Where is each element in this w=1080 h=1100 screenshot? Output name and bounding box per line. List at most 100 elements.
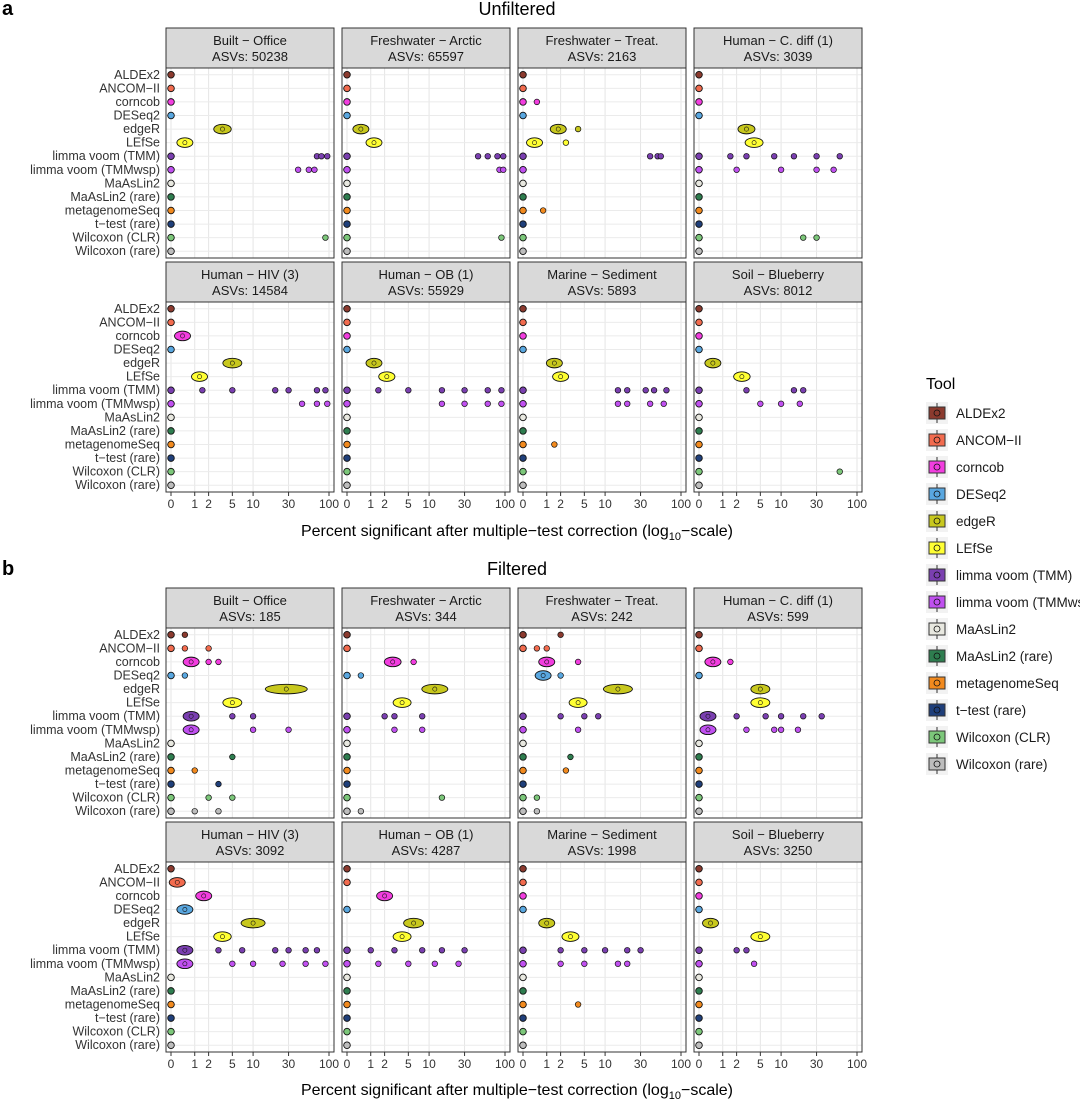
facet-subtitle: ASVs: 599 (747, 609, 808, 624)
data-point (313, 400, 321, 407)
facet-title: Soil − Blueberry (732, 267, 825, 282)
x-tick-label: 30 (458, 1057, 472, 1071)
data-point (519, 865, 527, 873)
legend-label: DESeq2 (956, 487, 1006, 502)
data-point (343, 987, 351, 995)
median-point (705, 727, 711, 733)
facet-strip (165, 821, 335, 863)
legend-label: MaAsLin2 (956, 622, 1016, 637)
y-tick-label: t−test (rare) (95, 1011, 160, 1025)
y-tick-label: MaAsLin2 (104, 410, 160, 424)
data-point (695, 1014, 703, 1022)
data-point (494, 153, 501, 160)
data-point (419, 713, 426, 720)
data-point (581, 947, 588, 954)
x-tick-label: 5 (581, 497, 588, 511)
legend-key-point (933, 544, 941, 552)
data-point (757, 400, 764, 407)
legend-item-maaslin2-rare: MaAsLin2 (rare) (926, 645, 1053, 667)
data-point (650, 387, 658, 394)
data-point (461, 947, 468, 954)
data-point (167, 111, 175, 120)
data-point (519, 905, 527, 914)
data-point (519, 193, 527, 201)
data-point (391, 726, 398, 733)
plot-background (342, 68, 510, 258)
plot-background (342, 862, 510, 1052)
median-point (757, 700, 763, 706)
data-point (533, 645, 541, 652)
y-tick-label: ANCOM−II (99, 315, 160, 329)
data-point (167, 193, 175, 201)
data-point (357, 672, 365, 679)
legend-item-deseq2: DESeq2 (926, 483, 1006, 505)
data-point (743, 387, 750, 394)
data-point (646, 400, 654, 407)
y-tick-label: MaAsLin2 (104, 176, 160, 190)
data-point (167, 305, 175, 313)
y-tick-label: Wilcoxon (CLR) (72, 231, 160, 245)
data-point (279, 960, 286, 967)
median-point (182, 140, 188, 146)
data-point (167, 98, 175, 106)
data-point (405, 387, 412, 394)
legend-label: edgeR (956, 514, 996, 529)
data-point (695, 152, 703, 160)
data-point (695, 481, 703, 489)
data-point (519, 386, 527, 394)
data-point (272, 387, 279, 394)
data-point (322, 960, 329, 967)
y-tick-label: metagenomeSeq (65, 438, 160, 452)
facet-freshwater-treat: Freshwater − Treat.ASVs: 242 (517, 587, 687, 819)
plot-background (694, 862, 862, 1052)
data-point (695, 793, 703, 802)
data-point (167, 233, 175, 242)
facet-strip (341, 587, 511, 629)
median-point (382, 893, 388, 899)
plot-border (693, 67, 863, 259)
data-point (557, 947, 564, 954)
median-point (182, 961, 188, 967)
data-point (343, 206, 351, 215)
data-point (800, 234, 807, 241)
data-point (167, 644, 175, 653)
data-point (624, 960, 631, 967)
data-point (519, 220, 527, 228)
x-tick-label: 30 (282, 497, 296, 511)
data-point (343, 345, 351, 354)
y-tick-label: t−test (rare) (95, 217, 160, 231)
x-tick-label: 2 (557, 497, 564, 511)
y-tick-label: edgeR (123, 356, 160, 370)
data-point (215, 780, 222, 788)
plot-border (693, 301, 863, 493)
plot-background (694, 302, 862, 492)
data-point (695, 1000, 703, 1009)
data-point (324, 400, 331, 407)
legend-label: Wilcoxon (CLR) (956, 730, 1051, 745)
data-point (519, 454, 527, 462)
x-tick-label: 0 (168, 1057, 175, 1071)
data-point (663, 387, 670, 394)
facet-title: Freshwater − Treat. (545, 33, 658, 48)
data-point (695, 440, 703, 449)
data-point (695, 193, 703, 201)
median-point (188, 727, 194, 733)
median-point (411, 920, 417, 926)
median-point (180, 333, 185, 339)
legend-label: MaAsLin2 (rare) (956, 649, 1053, 664)
y-tick-label: corncob (116, 95, 161, 109)
data-point (695, 1027, 703, 1036)
facet-human-c-diff-1: Human − C. diff (1)ASVs: 3039 (693, 27, 863, 259)
legend-item-wilcoxon-clr: Wilcoxon (CLR) (926, 726, 1051, 748)
data-point (438, 387, 446, 394)
y-tick-label: corncob (116, 329, 161, 343)
x-tick-label: 2 (733, 497, 740, 511)
legend-label: metagenomeSeq (956, 676, 1059, 691)
facet-title: Freshwater − Treat. (545, 593, 658, 608)
plot-background (694, 68, 862, 258)
x-tick-label: 2 (557, 1057, 564, 1071)
legend-item-limma-voom-tmmwsp: limma voom (TMMwsp) (926, 591, 1080, 613)
y-tick-label: limma voom (TMM) (52, 149, 160, 163)
data-point (733, 166, 740, 173)
data-point (519, 413, 527, 422)
